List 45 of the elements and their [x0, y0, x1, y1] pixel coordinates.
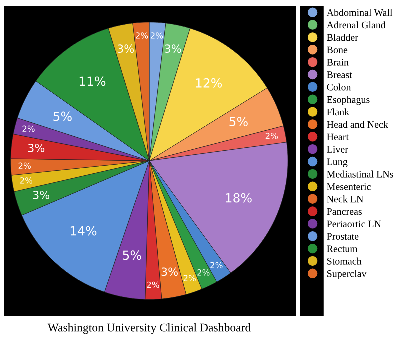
legend-label: Heart	[327, 134, 349, 141]
legend-label: Abdominal Wall	[326, 9, 393, 16]
data-label: 3%	[33, 190, 50, 200]
data-label: 2%	[22, 126, 35, 132]
data-label: 3%	[28, 144, 45, 152]
data-label: 2%	[150, 32, 164, 39]
legend-label: Prostate	[327, 233, 359, 240]
data-label: 3%	[165, 44, 182, 54]
data-label: 5%	[123, 250, 142, 260]
data-label: 5%	[230, 117, 248, 127]
legend-label: Bone	[327, 46, 348, 54]
legend-label: Colon	[327, 84, 352, 91]
data-label: 2%	[210, 262, 223, 269]
legend-label: Pancreas	[327, 208, 362, 216]
legend-label: Adrenal Gland	[326, 22, 386, 29]
legend-label: Bladder	[327, 34, 358, 42]
legend-label: Neck LN	[327, 196, 364, 203]
legend-label: Lung	[327, 158, 348, 168]
legend-label: Head and Neck	[327, 121, 388, 128]
data-label: 2%	[198, 270, 210, 276]
data-label: 2%	[20, 178, 33, 184]
legend-label: Rectum	[327, 246, 358, 252]
legend-label: Stomach	[327, 258, 362, 265]
data-label: 12%	[196, 78, 222, 88]
data-label: 11%	[80, 76, 106, 86]
legend-label: Flank	[327, 108, 350, 116]
data-label: 18%	[226, 193, 252, 203]
data-label: 2%	[184, 275, 196, 282]
data-label: 3%	[162, 268, 178, 276]
legend-label: Mediastinal LNs	[327, 170, 394, 178]
legend-label: Liver	[327, 146, 348, 153]
legend-label: Esophagus	[327, 96, 370, 106]
legend-label: Breast	[327, 72, 352, 78]
data-label: 14%	[70, 226, 97, 236]
legend-label: Periaortic LN	[327, 220, 382, 228]
legend-label: Brain	[327, 59, 349, 66]
data-label: 2%	[147, 282, 160, 288]
data-label: 2%	[18, 162, 31, 170]
legend-label: Superclav	[327, 270, 367, 280]
text: Washington University Clinical Dashboard	[48, 323, 251, 334]
data-label: 3%	[118, 44, 134, 54]
legend-label: Mesenteric	[327, 184, 371, 190]
data-label: 2%	[266, 133, 278, 140]
data-label: 5%	[54, 112, 72, 122]
data-label: 2%	[136, 32, 148, 39]
